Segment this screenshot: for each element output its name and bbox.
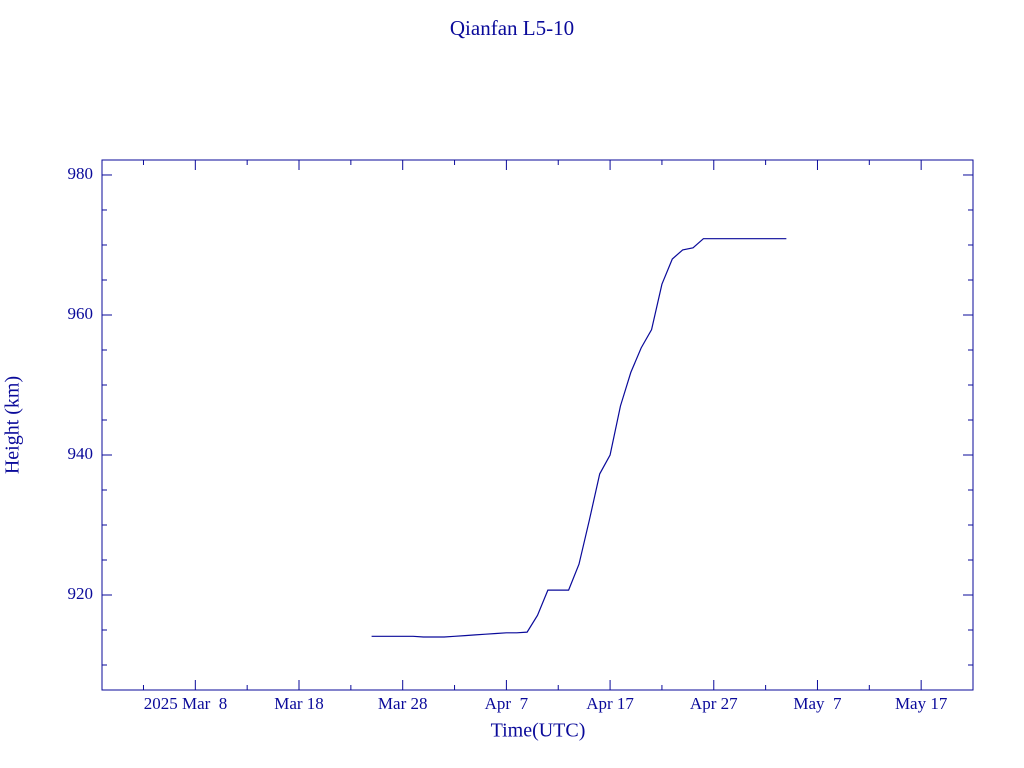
- x-tick-label: Mar 28: [378, 694, 428, 713]
- y-tick-label: 940: [68, 444, 94, 463]
- x-tick-label: May 7: [793, 694, 842, 713]
- y-tick-label: 980: [68, 164, 94, 183]
- data-line: [371, 238, 787, 638]
- chart-title: Qianfan L5-10: [450, 16, 574, 40]
- x-tick-label: Mar 18: [274, 694, 324, 713]
- y-tick-label: 960: [68, 304, 94, 323]
- x-axis-label: Time(UTC): [491, 720, 586, 742]
- y-axis-label: Height (km): [2, 376, 24, 474]
- x-tick-label: Apr 17: [586, 694, 634, 713]
- x-tick-label: Apr 27: [690, 694, 738, 713]
- x-tick-label: May 17: [895, 694, 948, 713]
- y-tick-label: 920: [68, 584, 94, 603]
- x-tick-label: Apr 7: [485, 694, 529, 713]
- plot-frame: [101, 159, 974, 691]
- x-tick-label: 2025 Mar 8: [144, 694, 228, 713]
